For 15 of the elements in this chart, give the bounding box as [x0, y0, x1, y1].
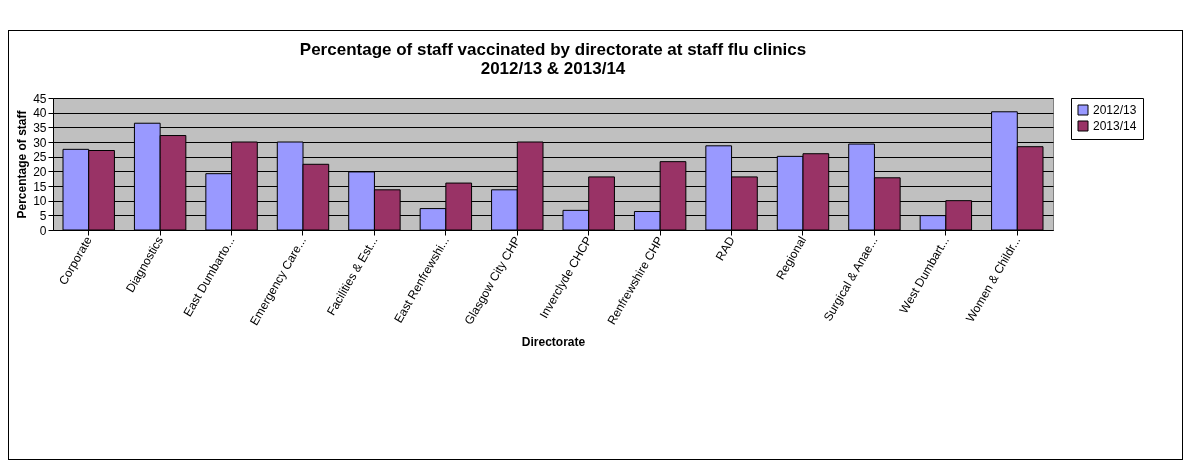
y-tick-label: 15: [33, 179, 47, 194]
y-axis-title: Percentage of staff: [15, 109, 30, 219]
x-axis-title: Directorate: [521, 335, 586, 350]
y-tick-label: 0: [39, 223, 47, 238]
legend-label: 2012/13: [1093, 103, 1137, 117]
y-tick-label: 35: [33, 120, 47, 135]
y-tick-label: 30: [33, 135, 47, 150]
chart-title: Percentage of staff vaccinated by directorate at staff flu clinics 2012/13 & 2013/14: [299, 40, 807, 78]
y-tick-label: 10: [33, 194, 47, 209]
y-tick-label: 40: [33, 106, 47, 121]
y-tick-label: 45: [33, 91, 47, 106]
y-tick-label: 20: [33, 164, 47, 179]
y-tick-label: 25: [33, 150, 47, 165]
legend-label: 2013/14: [1093, 119, 1137, 133]
y-tick-label: 5: [39, 208, 47, 223]
